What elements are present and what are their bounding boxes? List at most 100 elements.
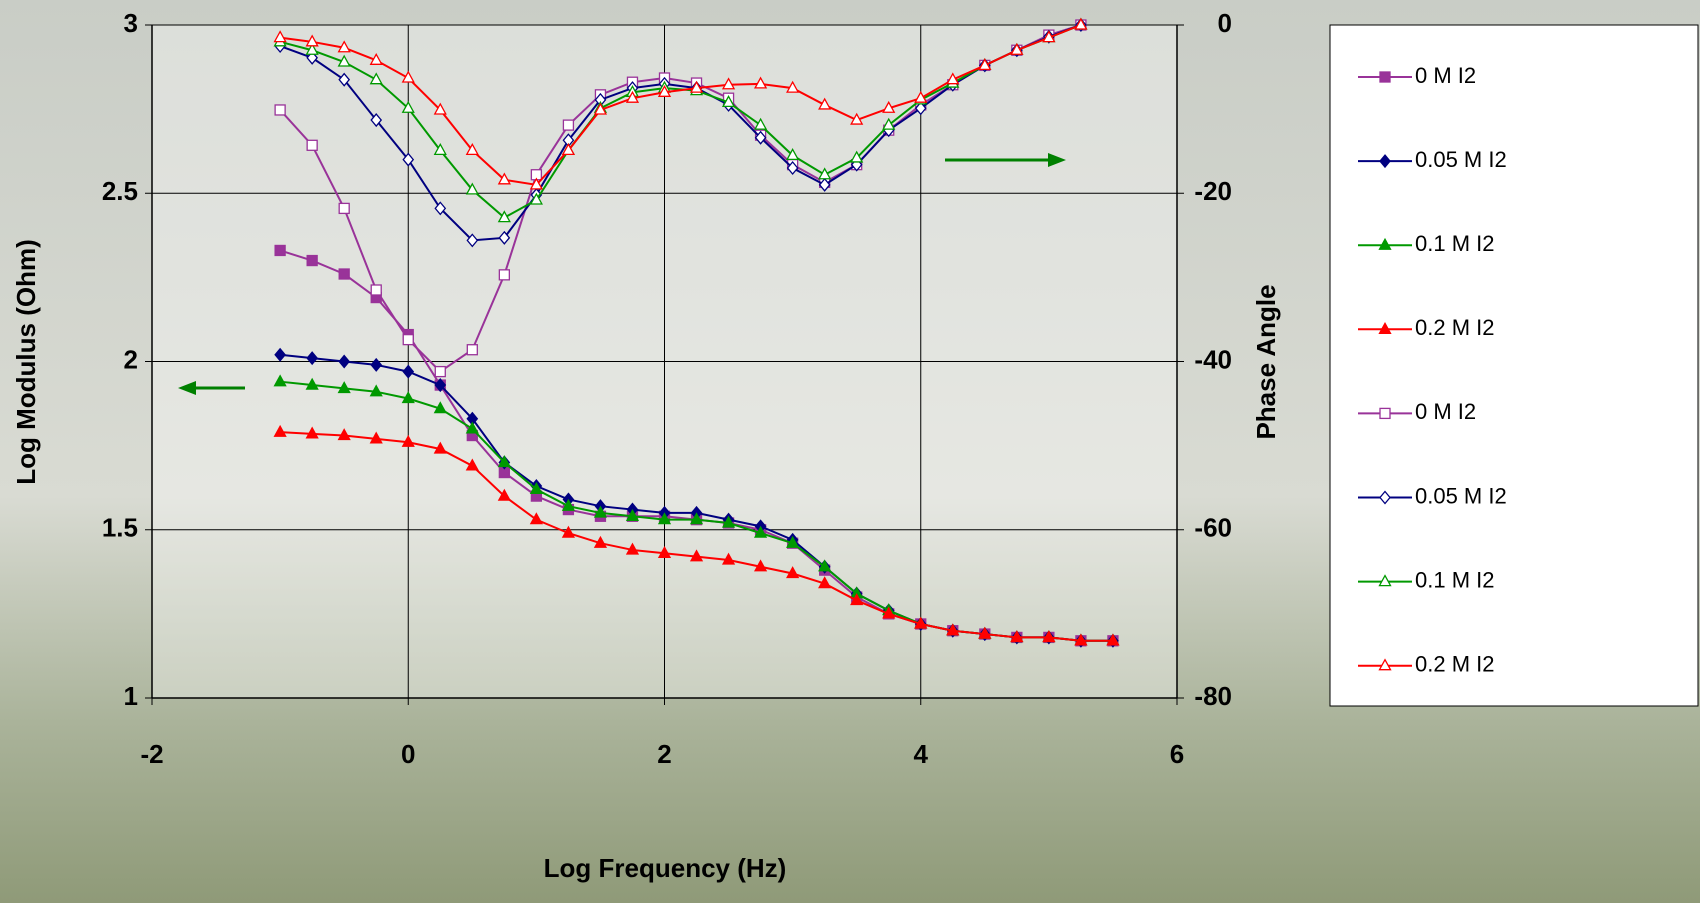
y2-tick-label: -80 bbox=[1194, 681, 1232, 711]
marker bbox=[274, 347, 286, 362]
marker bbox=[305, 426, 319, 439]
marker bbox=[625, 90, 640, 103]
y2-tick-label: -40 bbox=[1194, 344, 1232, 374]
legend-label: 0.2 M I2 bbox=[1415, 652, 1494, 677]
marker bbox=[786, 535, 800, 548]
series-line bbox=[279, 24, 1082, 242]
marker bbox=[561, 498, 576, 511]
marker bbox=[338, 202, 350, 215]
legend-label: 0.1 M I2 bbox=[1415, 231, 1494, 256]
marker bbox=[657, 512, 672, 525]
marker bbox=[274, 104, 286, 116]
marker bbox=[370, 113, 383, 128]
marker bbox=[689, 512, 704, 525]
marker bbox=[338, 268, 350, 280]
marker bbox=[466, 344, 478, 356]
marker bbox=[1379, 154, 1391, 169]
marker bbox=[465, 182, 479, 195]
marker bbox=[337, 54, 351, 67]
marker bbox=[593, 505, 608, 518]
marker bbox=[273, 424, 287, 437]
marker bbox=[786, 148, 800, 161]
marker bbox=[818, 177, 831, 192]
marker bbox=[433, 102, 447, 115]
marker bbox=[273, 374, 287, 387]
marker bbox=[946, 72, 960, 85]
marker bbox=[850, 150, 864, 163]
y-tick-label: 2 bbox=[124, 344, 138, 374]
marker bbox=[1074, 17, 1088, 30]
marker bbox=[337, 381, 351, 394]
marker bbox=[1010, 630, 1024, 643]
marker bbox=[721, 95, 736, 108]
marker bbox=[1106, 633, 1120, 646]
marker bbox=[754, 130, 767, 145]
legend-label: 0.1 M I2 bbox=[1415, 567, 1494, 592]
marker bbox=[721, 515, 736, 528]
marker bbox=[1378, 237, 1392, 250]
x-tick-label: 4 bbox=[914, 739, 929, 769]
marker bbox=[914, 101, 927, 116]
marker bbox=[338, 354, 351, 369]
marker bbox=[786, 566, 800, 579]
marker bbox=[561, 525, 576, 538]
marker bbox=[946, 623, 960, 636]
marker bbox=[1378, 574, 1392, 587]
marker bbox=[818, 559, 832, 572]
marker bbox=[497, 172, 511, 185]
marker bbox=[306, 254, 318, 267]
marker bbox=[369, 431, 383, 444]
marker bbox=[337, 428, 351, 441]
marker bbox=[882, 117, 896, 130]
arrow-right bbox=[945, 153, 1066, 167]
marker bbox=[498, 269, 510, 281]
marker bbox=[657, 545, 672, 558]
x-tick-label: 2 bbox=[657, 739, 671, 769]
marker bbox=[305, 377, 319, 390]
y2-tick-label: -60 bbox=[1194, 513, 1232, 543]
y2-tick-label: 0 bbox=[1218, 8, 1232, 38]
arrow-left bbox=[178, 381, 245, 395]
marker bbox=[370, 284, 382, 296]
marker bbox=[498, 230, 511, 245]
marker bbox=[306, 351, 319, 366]
marker bbox=[721, 77, 736, 90]
marker bbox=[401, 100, 415, 113]
marker bbox=[337, 40, 351, 53]
marker bbox=[433, 401, 447, 414]
marker bbox=[306, 139, 318, 151]
marker bbox=[593, 102, 608, 115]
marker bbox=[434, 378, 447, 393]
marker bbox=[753, 559, 768, 572]
marker bbox=[529, 482, 543, 495]
marker bbox=[465, 458, 479, 471]
marker bbox=[369, 72, 383, 85]
legend-label: 0 M I2 bbox=[1415, 399, 1476, 424]
y-tick-label: 3 bbox=[124, 8, 138, 38]
marker bbox=[914, 616, 928, 629]
marker bbox=[369, 52, 383, 65]
marker bbox=[753, 76, 768, 89]
marker bbox=[1042, 30, 1056, 43]
marker bbox=[786, 80, 800, 93]
marker bbox=[433, 441, 447, 454]
marker bbox=[657, 84, 672, 97]
marker bbox=[753, 525, 768, 538]
marker bbox=[497, 488, 511, 501]
x-tick-label: -2 bbox=[140, 739, 163, 769]
marker bbox=[1378, 321, 1392, 334]
marker bbox=[401, 434, 415, 447]
x-tick-label: 6 bbox=[1170, 739, 1184, 769]
marker bbox=[978, 626, 992, 639]
x-axis-title: Log Frequency (Hz) bbox=[544, 853, 787, 883]
marker bbox=[433, 142, 447, 155]
marker bbox=[497, 210, 511, 223]
marker bbox=[625, 508, 640, 521]
marker bbox=[497, 455, 511, 468]
marker bbox=[561, 142, 576, 155]
y2-tick-label: -20 bbox=[1194, 176, 1232, 206]
marker bbox=[338, 72, 351, 87]
marker bbox=[625, 542, 640, 555]
y-tick-label: 1.5 bbox=[102, 513, 138, 543]
